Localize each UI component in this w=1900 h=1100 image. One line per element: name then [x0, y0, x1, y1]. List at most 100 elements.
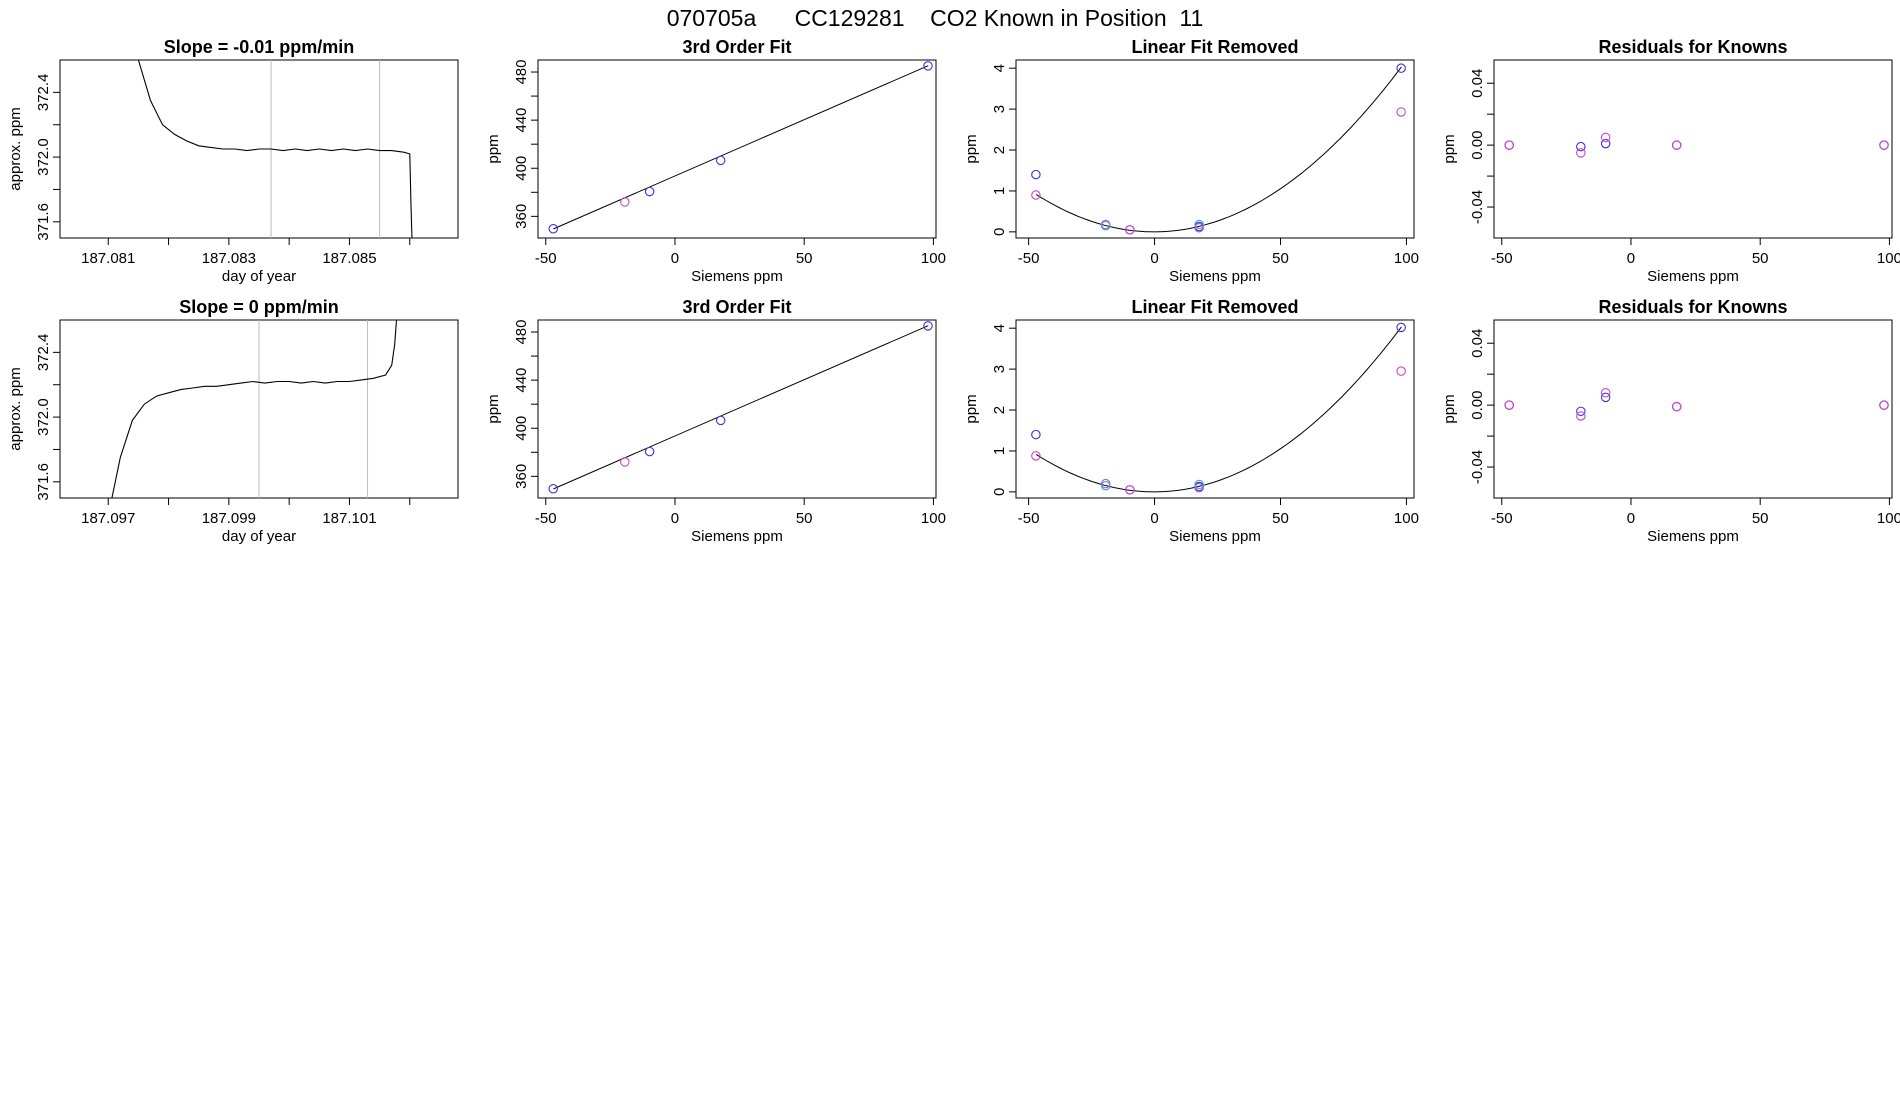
data-point [548, 223, 558, 234]
y-tick-label: 372.4 [35, 74, 52, 112]
x-tick-label: -50 [1491, 250, 1513, 267]
x-tick-label: 0 [671, 250, 679, 267]
data-point [1100, 220, 1111, 231]
data-point [1031, 190, 1041, 200]
panel-r1c2: 3rd Order Fit -50 0 50 100 360 400 440 480 Siemen… [485, 37, 946, 285]
plot-frame [1493, 319, 1893, 499]
x-tick-label: 50 [1272, 510, 1289, 527]
data-point [1600, 387, 1611, 398]
y-axis-label: approx. ppm [7, 367, 24, 450]
x-axis-label: Siemens ppm [1169, 528, 1261, 545]
x-tick-label: 50 [796, 250, 813, 267]
data-point [1576, 141, 1586, 152]
panel-title: Linear Fit Removed [1131, 297, 1298, 317]
panel-r1c1: Slope = -0.01 ppm/min 187.081 187.083 187.0… [7, 37, 459, 285]
y-tick-label: 371.6 [35, 203, 52, 241]
x-axis-label: Siemens ppm [1647, 528, 1739, 545]
y-tick-label: 3 [991, 105, 1008, 113]
panel-r2c2: 3rd Order Fit -50 0 50 100 360 400 440 480 Siemen… [485, 297, 946, 545]
x-tick-label: 0 [1627, 250, 1635, 267]
y-tick-label: 0 [991, 228, 1008, 236]
figure-title: 070705a CC129281 CO2 Known in Position 1… [667, 5, 1204, 31]
x-tick-label: 100 [1877, 510, 1900, 527]
data-point [1031, 429, 1041, 440]
x-tick-label: 50 [796, 510, 813, 527]
data-point [923, 321, 933, 331]
y-axis-label: ppm [1441, 394, 1458, 423]
y-tick-label: 372.4 [35, 334, 52, 372]
data-point [1100, 480, 1111, 491]
y-tick-label: 2 [991, 146, 1008, 154]
data-point [1194, 479, 1204, 490]
data-point [715, 415, 726, 426]
data-point [620, 197, 630, 207]
plot-area [1504, 132, 1889, 158]
panel-title: Residuals for Knowns [1598, 37, 1787, 57]
x-tick-label: -50 [1018, 250, 1040, 267]
x-tick-label: 0 [1627, 510, 1635, 527]
data-point [1396, 107, 1406, 117]
data-point [644, 186, 655, 197]
panel-r1c3: Linear Fit Removed -50 0 50 100 0 1 2 3 4 Siemens … [963, 37, 1419, 285]
concentration-trace [137, 60, 413, 238]
data-point [1576, 148, 1586, 158]
panel-r1c4: Residuals for Knowns -50 0 50 100 -0.04 0.00 0.… [1441, 37, 1900, 285]
x-tick-label: -50 [1018, 510, 1040, 527]
data-point [644, 446, 655, 457]
y-tick-label: 440 [513, 368, 530, 393]
y-tick-label: 360 [513, 464, 530, 489]
y-tick-label: 480 [513, 320, 530, 345]
data-point [1600, 132, 1611, 143]
y-tick-label: 360 [513, 204, 530, 229]
y-tick-label: -0.04 [1469, 450, 1486, 484]
x-axis-label: Siemens ppm [1169, 268, 1261, 285]
y-tick-label: 440 [513, 108, 530, 133]
data-point [1396, 322, 1406, 333]
y-tick-label: 0.04 [1469, 69, 1486, 98]
data-point [548, 483, 558, 494]
chart-panels: Slope = -0.01 ppm/min 187.081 187.083 187.0… [7, 37, 1900, 545]
data-point [1600, 392, 1611, 403]
x-tick-label: 100 [1877, 250, 1900, 267]
data-point [1125, 485, 1135, 495]
panel-r2c3: Linear Fit Removed -50 0 50 100 0 1 2 3 4 Siemens … [963, 297, 1419, 545]
plot-area [548, 61, 933, 234]
data-point [1031, 451, 1041, 461]
y-axis-label: ppm [1441, 134, 1458, 163]
x-tick-label: 100 [1394, 250, 1419, 267]
x-tick-label: 100 [921, 250, 946, 267]
x-tick-label: 100 [921, 510, 946, 527]
plot-area [1031, 322, 1406, 495]
plot-area [1504, 387, 1889, 421]
data-point [1671, 140, 1682, 150]
y-tick-label: 4 [991, 64, 1008, 72]
y-tick-label: 371.6 [35, 463, 52, 501]
x-tick-label: -50 [1491, 510, 1513, 527]
x-axis-label: day of year [222, 528, 296, 545]
y-tick-label: 1 [991, 187, 1008, 195]
y-tick-label: 4 [991, 324, 1008, 332]
plot-frame [59, 59, 459, 239]
data-point [1576, 406, 1586, 417]
fit-line [553, 325, 929, 490]
plot-area [1031, 63, 1406, 235]
y-tick-label: 2 [991, 406, 1008, 414]
data-point [1194, 483, 1204, 493]
x-tick-label: 100 [1394, 510, 1419, 527]
y-tick-label: 3 [991, 365, 1008, 373]
y-tick-label: 0.00 [1469, 131, 1486, 160]
x-tick-label: 50 [1752, 510, 1769, 527]
data-point [1396, 366, 1406, 376]
y-tick-label: 400 [513, 416, 530, 441]
x-tick-label: 187.081 [81, 250, 135, 267]
data-point [1100, 478, 1111, 489]
data-point [1576, 411, 1586, 421]
y-tick-label: 0.00 [1469, 391, 1486, 420]
panel-title: Residuals for Knowns [1598, 297, 1787, 317]
panel-r2c4: Residuals for Knowns -50 0 50 100 -0.04 0.00 0.… [1441, 297, 1900, 545]
y-axis-label: approx. ppm [7, 107, 24, 190]
plot-frame [537, 319, 937, 499]
y-tick-label: 372.0 [35, 398, 52, 436]
data-point [1504, 140, 1514, 150]
